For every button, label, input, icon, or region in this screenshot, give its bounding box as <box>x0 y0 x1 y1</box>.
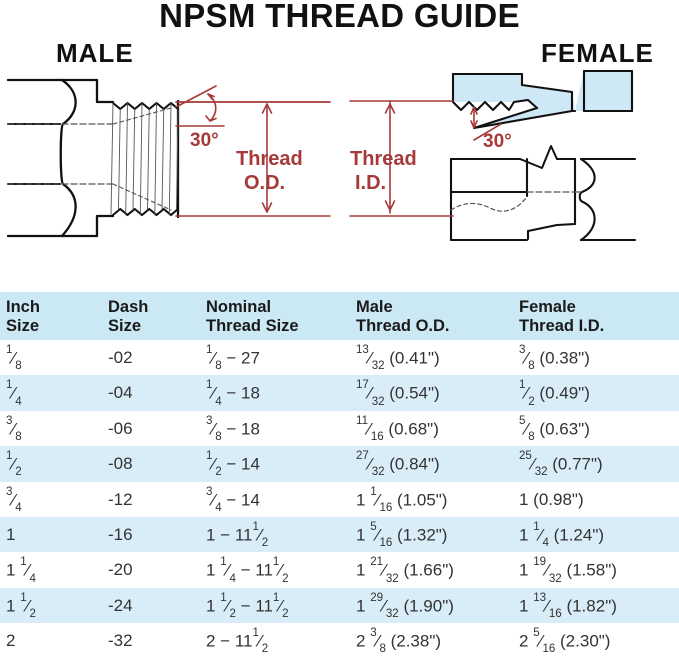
svg-text:30°: 30° <box>483 131 512 152</box>
svg-text:Thread: Thread <box>236 148 303 170</box>
svg-text:30°: 30° <box>190 130 219 151</box>
svg-text:Thread: Thread <box>350 148 417 170</box>
svg-text:I.D.: I.D. <box>355 172 386 194</box>
svg-text:O.D.: O.D. <box>244 172 285 194</box>
